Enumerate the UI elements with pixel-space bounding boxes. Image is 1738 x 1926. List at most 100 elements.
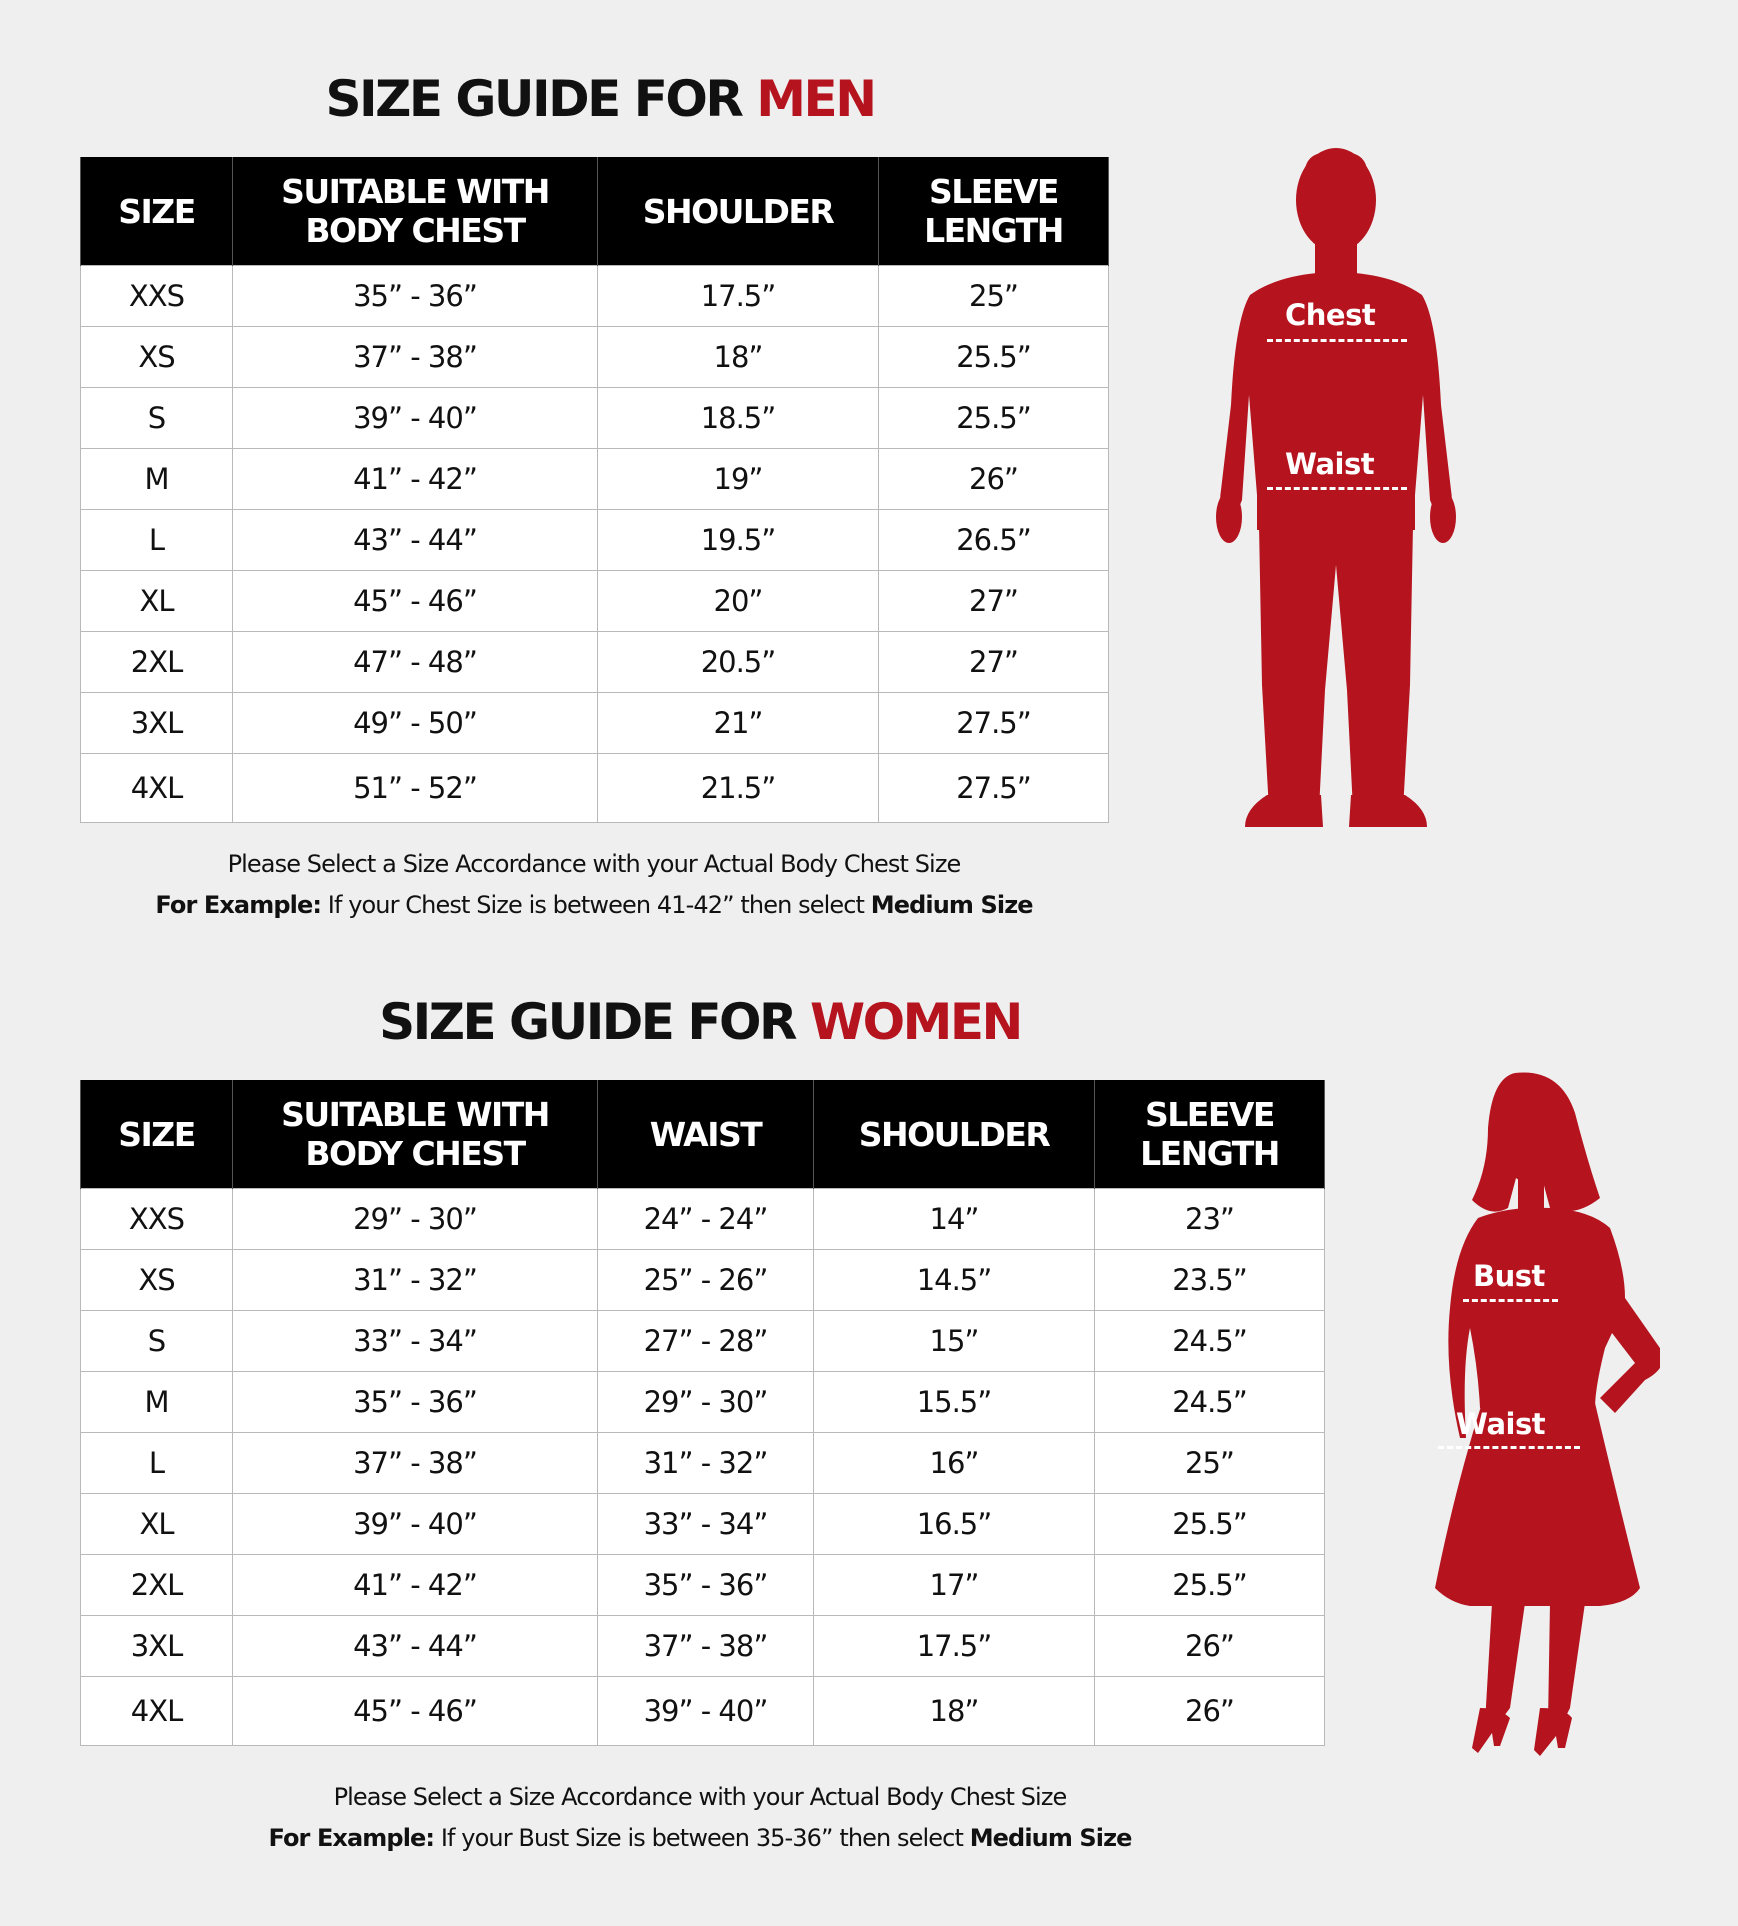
table-row: 4XL 51” - 52” 21.5” 27.5” — [80, 753, 1109, 823]
men-note-example-label: For Example: — [155, 891, 322, 919]
women-header-cell: SLEEVE LENGTH — [1094, 1080, 1325, 1189]
table-cell: 17” — [813, 1554, 1095, 1616]
table-cell: 37” - 38” — [597, 1615, 814, 1677]
table-cell: 24” - 24” — [597, 1188, 814, 1250]
waist-line — [1267, 487, 1407, 490]
table-cell: 51” - 52” — [232, 753, 598, 823]
table-cell: S — [80, 387, 233, 449]
men-table-header: SIZE SUITABLE WITH BODY CHEST SHOULDER SLEE… — [80, 157, 1109, 266]
table-cell: L — [80, 1432, 233, 1494]
men-title-accent: MEN — [756, 70, 877, 128]
table-cell: 14” — [813, 1188, 1095, 1250]
table-cell: 21.5” — [597, 753, 879, 823]
table-cell: 26” — [878, 448, 1109, 510]
table-cell: 26” — [1094, 1615, 1325, 1677]
table-cell: M — [80, 448, 233, 510]
women-note-example-text: If your Bust Size is between 35-36” then… — [434, 1824, 970, 1852]
table-cell: 37” - 38” — [232, 1432, 598, 1494]
men-note-example-text: If your Chest Size is between 41-42” the… — [321, 891, 871, 919]
table-cell: 31” - 32” — [597, 1432, 814, 1494]
table-cell: 27” - 28” — [597, 1310, 814, 1372]
table-cell: 25.5” — [878, 326, 1109, 388]
table-row: 2XL 41” - 42” 35” - 36” 17” 25.5” — [80, 1554, 1325, 1616]
table-cell: 25” — [1094, 1432, 1325, 1494]
table-cell: 31” - 32” — [232, 1249, 598, 1311]
men-header-cell: SIZE — [80, 157, 233, 266]
table-row: L 37” - 38” 31” - 32” 16” 25” — [80, 1432, 1325, 1494]
table-cell: 41” - 42” — [232, 448, 598, 510]
table-cell: M — [80, 1371, 233, 1433]
table-cell: 41” - 42” — [232, 1554, 598, 1616]
table-cell: 2XL — [80, 631, 233, 693]
women-header-cell: SHOULDER — [813, 1080, 1095, 1189]
women-note-line1: Please Select a Size Accordance with you… — [333, 1783, 1068, 1811]
chest-line — [1267, 339, 1407, 342]
table-cell: 27” — [878, 631, 1109, 693]
men-header-cell: SLEEVE LENGTH — [878, 157, 1109, 266]
table-cell: 37” - 38” — [232, 326, 598, 388]
table-cell: 20” — [597, 570, 879, 632]
table-cell: 24.5” — [1094, 1310, 1325, 1372]
table-row: 4XL 45” - 46” 39” - 40” 18” 26” — [80, 1676, 1325, 1746]
waist-label: Waist — [1285, 447, 1375, 481]
women-note-example-size: Medium Size — [969, 1824, 1133, 1852]
table-cell: 16” — [813, 1432, 1095, 1494]
women-header-cell: WAIST — [597, 1080, 814, 1189]
table-cell: XL — [80, 570, 233, 632]
table-cell: XXS — [80, 265, 233, 327]
table-cell: 45” - 46” — [232, 570, 598, 632]
table-cell: 26.5” — [878, 509, 1109, 571]
women-header-cell: SUITABLE WITH BODY CHEST — [232, 1080, 598, 1189]
table-cell: 24.5” — [1094, 1371, 1325, 1433]
table-cell: L — [80, 509, 233, 571]
table-row: XXS 29” - 30” 24” - 24” 14” 23” — [80, 1188, 1325, 1250]
men-size-note: Please Select a Size Accordance with you… — [80, 844, 1108, 926]
table-cell: 18” — [813, 1676, 1095, 1746]
table-row: XS 31” - 32” 25” - 26” 14.5” 23.5” — [80, 1249, 1325, 1311]
table-cell: 21” — [597, 692, 879, 754]
table-cell: 49” - 50” — [232, 692, 598, 754]
table-cell: S — [80, 1310, 233, 1372]
woman-silhouette-icon: Bust Waist — [1400, 1068, 1660, 1758]
men-title-prefix: SIZE GUIDE FOR — [325, 70, 743, 128]
table-cell: 25” — [878, 265, 1109, 327]
table-cell: 27” — [878, 570, 1109, 632]
table-cell: XL — [80, 1493, 233, 1555]
men-header-cell: SHOULDER — [597, 157, 879, 266]
table-cell: 3XL — [80, 1615, 233, 1677]
men-title: SIZE GUIDE FOR MEN — [100, 70, 1100, 128]
women-header-cell: SIZE — [80, 1080, 233, 1189]
women-size-table: SIZE SUITABLE WITH BODY CHEST WAIST SHOULDE… — [80, 1080, 1325, 1746]
man-silhouette-icon: Chest Waist — [1205, 145, 1467, 830]
table-cell: XS — [80, 1249, 233, 1311]
table-cell: 43” - 44” — [232, 1615, 598, 1677]
men-note-example-size: Medium Size — [870, 891, 1034, 919]
table-row: XL 45” - 46” 20” 27” — [80, 570, 1109, 632]
table-row: S 39” - 40” 18.5” 25.5” — [80, 387, 1109, 449]
table-cell: 25” - 26” — [597, 1249, 814, 1311]
women-waist-label: Waist — [1456, 1407, 1546, 1441]
women-size-note: Please Select a Size Accordance with you… — [200, 1777, 1200, 1859]
men-note-line1: Please Select a Size Accordance with you… — [227, 850, 962, 878]
women-title-prefix: SIZE GUIDE FOR — [379, 993, 797, 1051]
table-row: M 41” - 42” 19” 26” — [80, 448, 1109, 510]
table-cell: 47” - 48” — [232, 631, 598, 693]
chest-label: Chest — [1285, 298, 1376, 332]
table-row: L 43” - 44” 19.5” 26.5” — [80, 509, 1109, 571]
table-cell: 27.5” — [878, 692, 1109, 754]
table-cell: 25.5” — [878, 387, 1109, 449]
table-cell: 39” - 40” — [597, 1676, 814, 1746]
table-cell: XS — [80, 326, 233, 388]
table-cell: 4XL — [80, 753, 233, 823]
table-cell: 14.5” — [813, 1249, 1095, 1311]
table-cell: 18.5” — [597, 387, 879, 449]
bust-line — [1463, 1299, 1558, 1302]
table-cell: 35” - 36” — [232, 265, 598, 327]
table-cell: 33” - 34” — [597, 1493, 814, 1555]
table-cell: 43” - 44” — [232, 509, 598, 571]
table-cell: 15.5” — [813, 1371, 1095, 1433]
table-cell: 35” - 36” — [597, 1554, 814, 1616]
table-cell: 16.5” — [813, 1493, 1095, 1555]
men-header-cell: SUITABLE WITH BODY CHEST — [232, 157, 598, 266]
women-title-accent: WOMEN — [809, 993, 1023, 1051]
